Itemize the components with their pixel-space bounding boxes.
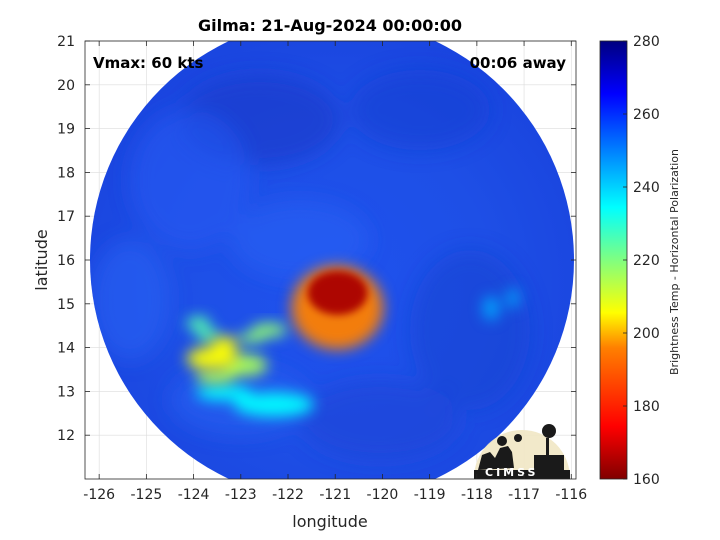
colorbar-label: Brightness Temp - Horizontal Polarizatio… [668,149,681,375]
swath-blob [507,288,520,309]
vmax-annotation: Vmax: 60 kts [93,54,203,72]
colorbar-tick-label: 260 [633,107,660,123]
swath-blob [186,316,211,331]
colorbar-tick-label: 280 [633,34,660,50]
logo-text: CIMSS [485,466,538,479]
swath-blob [195,370,236,385]
y-tick-label: 13 [57,384,75,400]
cimss-logo: CIMSS [474,424,570,479]
swath-features [186,265,520,417]
swath-feature-band-west-4 [237,323,288,344]
swath-feature-band-west-3 [186,316,221,342]
colorbar: 160 180 200 220 240 260 280 Brightness Temp - … [599,34,681,488]
x-tick-label: -116 [555,487,587,503]
x-axis-label: longitude [292,512,367,531]
x-tick-label: -119 [414,487,446,503]
swath-feature-band-west-1 [186,336,239,371]
swath-blob [186,346,239,371]
x-tick-label: -123 [225,487,257,503]
x-tick-label: -122 [272,487,304,503]
x-tick-label: -121 [319,487,351,503]
y-tick-label: 16 [57,253,75,269]
colorbar-gradient [599,40,628,480]
y-tick-label: 18 [57,165,75,181]
y-tick-label: 14 [57,341,75,357]
x-tick-label: -124 [178,487,210,503]
swath-blob [195,384,252,401]
y-axis-label: latitude [32,229,51,290]
swath-blob [210,336,239,353]
axis-ticks: -126 -125 -124 -123 -122 -121 -120 -119 -118 -117… [57,34,587,503]
x-tick-label: -118 [461,487,493,503]
y-tick-label: 20 [57,78,75,94]
swath-feature-outer-rain-east [483,288,520,321]
colorbar-tick-label: 220 [633,253,660,269]
swath-blob [233,392,314,417]
colorbar-tick-label: 200 [633,326,660,342]
colorbar-tick-label: 240 [633,180,660,196]
time-away-annotation: 00:06 away [470,54,567,72]
x-tick-label: -120 [367,487,399,503]
y-tick-label: 12 [57,428,75,444]
x-tick-label: -125 [130,487,162,503]
swath-feature-core [307,270,368,315]
chart-title: Gilma: 21-Aug-2024 00:00:00 [198,16,462,35]
y-tick-label: 21 [57,34,75,50]
swath [90,41,574,479]
colorbar-tick-label: 180 [633,399,660,415]
swath-blob [237,333,266,344]
x-tick-label: -117 [508,487,540,503]
swath-blob [251,323,288,338]
swath-blob [196,329,221,342]
swath-blob [483,296,500,321]
x-tick-label: -126 [83,487,115,503]
y-tick-label: 19 [57,122,75,138]
colorbar-tick-label: 160 [633,472,660,488]
swath-feature-band-south [195,384,314,417]
colorbar-ticks: 160 180 200 220 240 260 280 [623,34,660,488]
y-tick-label: 15 [57,297,75,313]
swath-blob [307,270,368,315]
y-tick-label: 17 [57,209,75,225]
